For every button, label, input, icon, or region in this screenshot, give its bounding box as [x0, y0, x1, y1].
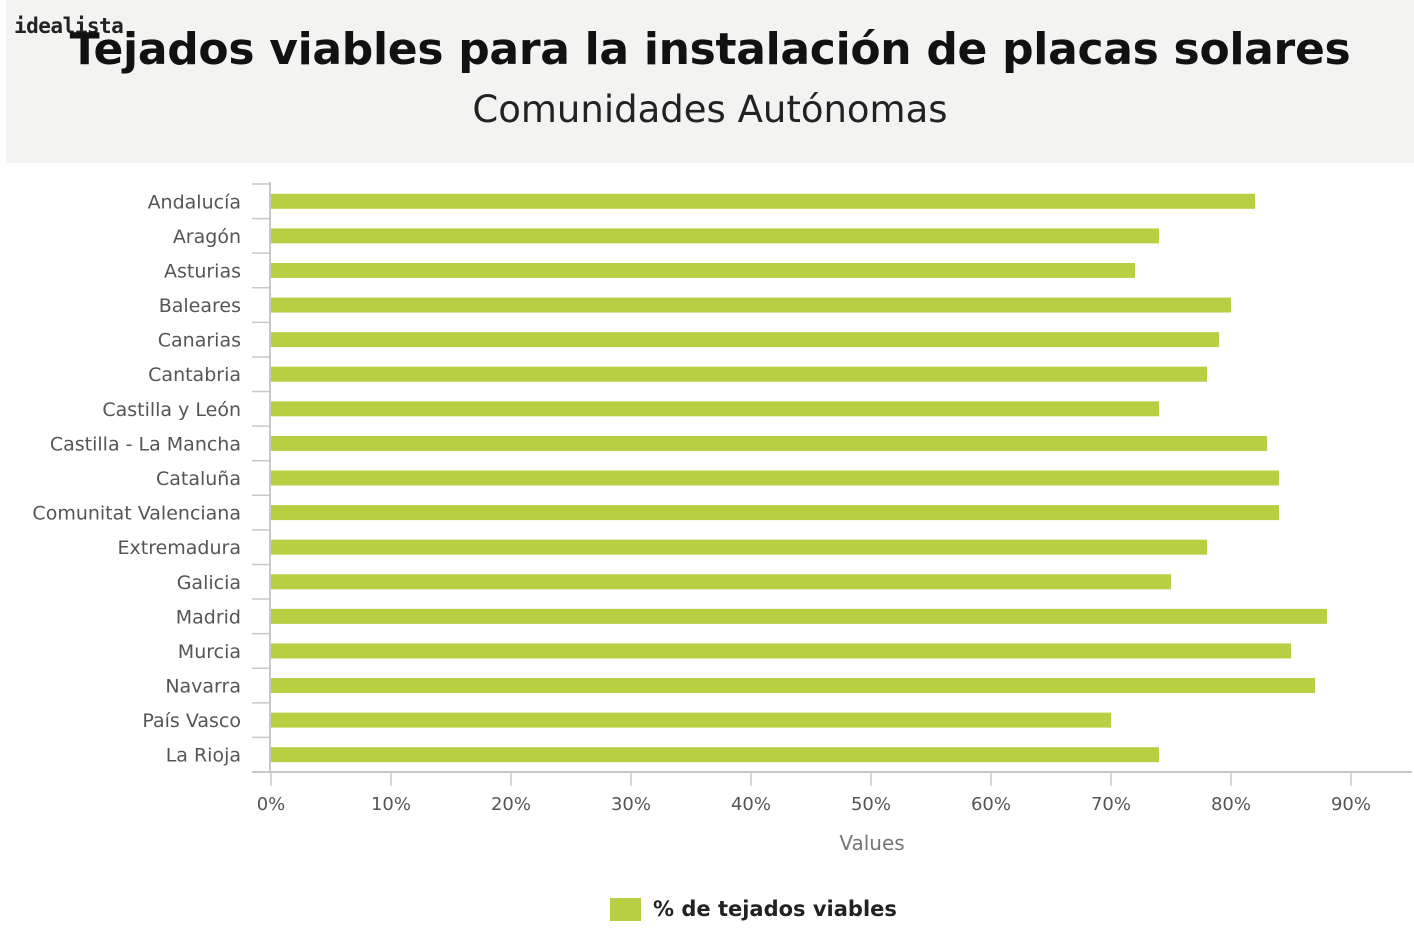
y-tick-label: Comunitat Valenciana	[32, 503, 241, 525]
bar	[271, 539, 1207, 555]
bar	[271, 747, 1159, 763]
y-tick-label: Andalucía	[148, 191, 241, 213]
x-tick-label: 60%	[971, 794, 1011, 815]
chart-title: Tejados viables para la instalación de p…	[69, 24, 1351, 75]
x-tick-label: 50%	[851, 794, 891, 815]
y-tick-label: Cataluña	[156, 468, 241, 490]
idealista-logo: idealista	[14, 14, 124, 38]
bar	[271, 366, 1207, 382]
y-tick-label: Navarra	[165, 676, 241, 698]
y-tick-label: Aragón	[173, 226, 241, 248]
bar	[271, 228, 1159, 244]
x-tick-label: 90%	[1331, 794, 1371, 815]
y-tick-label: Castilla - La Mancha	[50, 433, 241, 455]
legend-label: % de tejados viables	[653, 897, 897, 921]
bar	[271, 505, 1279, 521]
chart-legend: % de tejados viables	[610, 896, 897, 922]
y-tick-label: Cantabria	[148, 364, 241, 386]
bar	[271, 470, 1279, 486]
bar	[271, 193, 1255, 209]
bar	[271, 712, 1111, 728]
bar-chart: Andalucía Aragón Asturias Baleares Canarias C…	[32, 182, 1412, 855]
chart-header: idealista Tejados viables para la instal…	[6, 0, 1414, 163]
bar	[271, 262, 1135, 278]
legend-swatch	[610, 897, 641, 921]
y-tick-label: Extremadura	[118, 537, 242, 559]
y-tick-label: Asturias	[164, 260, 241, 282]
bar	[271, 678, 1315, 694]
bar	[271, 297, 1231, 313]
y-tick-label: Baleares	[159, 295, 241, 317]
bar	[271, 332, 1219, 348]
bar	[271, 401, 1159, 417]
bar	[271, 435, 1267, 451]
y-tick-label: País Vasco	[142, 710, 241, 732]
x-tick-label: 80%	[1211, 794, 1251, 815]
y-tick-label: Madrid	[176, 606, 241, 628]
y-tick-label: Canarias	[158, 330, 241, 352]
y-tick-label: La Rioja	[166, 745, 241, 767]
x-tick-label: 0%	[257, 794, 286, 815]
y-tick-label: Galicia	[177, 572, 241, 594]
x-tick-label: 70%	[1091, 794, 1131, 815]
bar	[271, 608, 1327, 624]
x-tick-label: 40%	[731, 794, 771, 815]
x-axis-title: Values	[839, 831, 904, 855]
y-tick-label: Murcia	[178, 641, 241, 663]
x-tick-label: 20%	[491, 794, 531, 815]
x-tick-label: 10%	[371, 794, 411, 815]
chart-subtitle: Comunidades Autónomas	[472, 88, 948, 131]
bar	[271, 574, 1171, 590]
bar	[271, 643, 1291, 659]
y-tick-label: Castilla y León	[102, 399, 241, 421]
x-tick-label: 30%	[611, 794, 651, 815]
